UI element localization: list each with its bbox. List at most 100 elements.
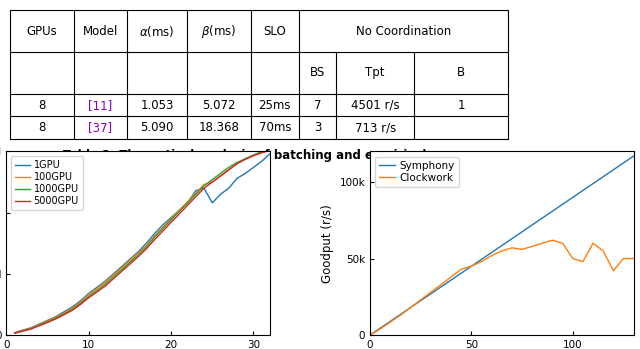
- Clockwork: [407, 305, 415, 310]
- Symphony: [477, 257, 485, 261]
- 1GPU: [60, 310, 68, 314]
- 1GPU: [175, 208, 183, 212]
- 5000GPU: [85, 296, 93, 300]
- Point: [6, 50, 13, 54]
- Text: $\beta$(ms): $\beta$(ms): [202, 23, 237, 39]
- Text: 70ms: 70ms: [259, 121, 291, 134]
- Clockwork: [529, 244, 536, 248]
- Symphony: [529, 223, 536, 227]
- 5000GPU: [68, 308, 76, 312]
- 100GPU: [118, 266, 125, 270]
- 100GPU: [151, 234, 159, 238]
- 1000GPU: [19, 329, 27, 333]
- 100GPU: [44, 319, 51, 323]
- 1GPU: [167, 215, 175, 220]
- Legend: 1GPU, 100GPU, 1000GPU, 5000GPU: 1GPU, 100GPU, 1000GPU, 5000GPU: [12, 156, 83, 210]
- 1GPU: [126, 257, 134, 261]
- 5000GPU: [209, 180, 216, 184]
- 5000GPU: [19, 329, 27, 333]
- Point: [410, 50, 418, 54]
- 100GPU: [250, 153, 257, 157]
- Symphony: [437, 285, 445, 289]
- 5000GPU: [217, 174, 225, 178]
- 100GPU: [143, 244, 150, 248]
- Text: Tpt: Tpt: [365, 66, 385, 79]
- 1GPU: [217, 192, 225, 196]
- Clockwork: [468, 264, 476, 268]
- Line: 1GPU: 1GPU: [15, 154, 270, 333]
- 1GPU: [233, 176, 241, 180]
- Text: BS: BS: [310, 66, 325, 79]
- Clockwork: [387, 320, 394, 324]
- 5000GPU: [60, 313, 68, 317]
- Clockwork: [397, 313, 404, 317]
- 100GPU: [184, 200, 191, 204]
- 100GPU: [192, 191, 200, 195]
- Line: 1000GPU: 1000GPU: [15, 149, 270, 333]
- Symphony: [458, 271, 465, 275]
- 1000GPU: [60, 312, 68, 316]
- 1GPU: [68, 305, 76, 309]
- 5000GPU: [167, 220, 175, 224]
- Text: No Coordination: No Coordination: [356, 24, 451, 38]
- 1000GPU: [225, 165, 232, 170]
- 100GPU: [175, 208, 183, 212]
- 1GPU: [52, 314, 60, 319]
- 100GPU: [126, 258, 134, 262]
- Text: Model: Model: [83, 24, 118, 38]
- Clockwork: [620, 257, 627, 261]
- 5000GPU: [192, 195, 200, 199]
- 5000GPU: [52, 317, 60, 321]
- 5000GPU: [151, 237, 159, 242]
- Symphony: [609, 168, 617, 172]
- Point: [410, 137, 418, 141]
- Point: [504, 50, 512, 54]
- 1GPU: [93, 285, 101, 289]
- Symphony: [407, 305, 415, 310]
- 100GPU: [258, 150, 266, 155]
- Symphony: [579, 188, 587, 193]
- 5000GPU: [225, 168, 232, 172]
- 1000GPU: [192, 192, 200, 196]
- 1GPU: [109, 272, 117, 276]
- Symphony: [498, 244, 506, 248]
- Text: 7: 7: [314, 99, 321, 112]
- 1GPU: [35, 322, 43, 326]
- 1000GPU: [52, 316, 60, 320]
- 1GPU: [159, 223, 166, 227]
- 1000GPU: [217, 171, 225, 176]
- Legend: Symphony, Clockwork: Symphony, Clockwork: [375, 157, 459, 187]
- 5000GPU: [101, 284, 109, 288]
- 1000GPU: [134, 253, 142, 257]
- 1000GPU: [250, 153, 257, 157]
- Text: 5.072: 5.072: [202, 99, 236, 112]
- Symphony: [630, 154, 637, 158]
- Clockwork: [488, 253, 495, 258]
- 100GPU: [52, 315, 60, 319]
- 1GPU: [250, 165, 257, 170]
- Symphony: [599, 174, 607, 179]
- Text: 1.053: 1.053: [140, 99, 173, 112]
- 1GPU: [118, 265, 125, 269]
- Text: 3: 3: [314, 121, 321, 134]
- Symphony: [518, 230, 526, 234]
- 1GPU: [85, 291, 93, 296]
- 1000GPU: [209, 178, 216, 182]
- Line: Symphony: Symphony: [370, 156, 634, 335]
- 1000GPU: [35, 323, 43, 327]
- Line: Clockwork: Clockwork: [370, 240, 634, 335]
- 5000GPU: [241, 157, 249, 162]
- Symphony: [376, 326, 384, 330]
- 1GPU: [184, 201, 191, 205]
- Symphony: [548, 209, 556, 213]
- 1GPU: [200, 186, 208, 190]
- Clockwork: [508, 246, 516, 250]
- 1GPU: [258, 159, 266, 163]
- 1000GPU: [258, 149, 266, 154]
- 1000GPU: [44, 320, 51, 324]
- Text: Table 2: Theoretical analysis of batching and empirical mea: Table 2: Theoretical analysis of batchin…: [63, 149, 458, 162]
- 100GPU: [200, 183, 208, 187]
- 1GPU: [44, 318, 51, 322]
- 1GPU: [143, 241, 150, 245]
- 1000GPU: [101, 282, 109, 286]
